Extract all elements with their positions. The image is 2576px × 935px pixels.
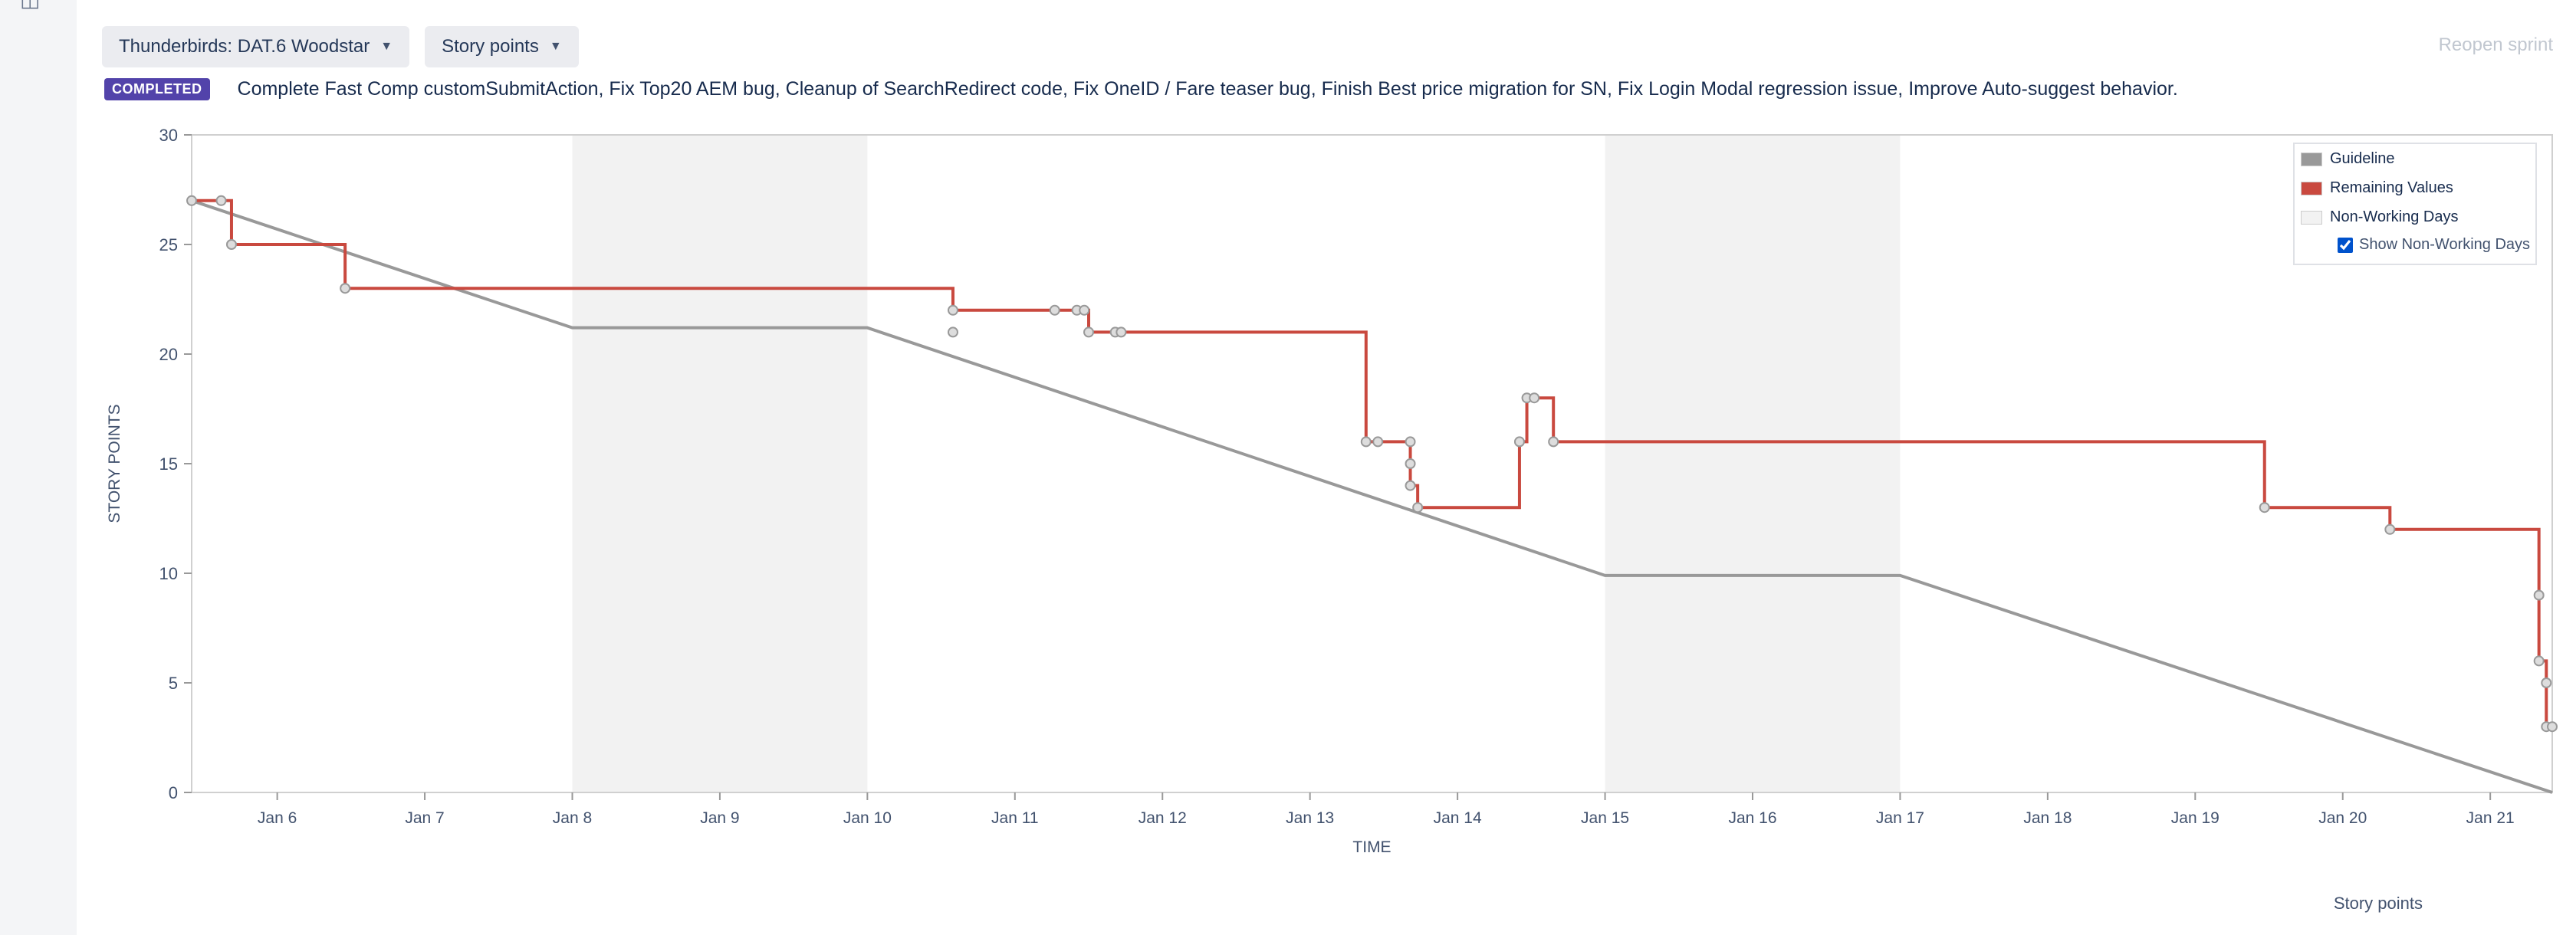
y-tick-label: 30	[159, 126, 178, 145]
data-point[interactable]	[2259, 502, 2270, 513]
data-point[interactable]	[2541, 677, 2552, 688]
x-tick-label: Jan 15	[1581, 809, 1629, 827]
x-tick-label: Jan 11	[991, 809, 1039, 827]
guideline-swatch	[2301, 152, 2322, 166]
plot-area	[191, 134, 2553, 793]
data-point[interactable]	[340, 283, 351, 294]
board-selector[interactable]: Thunderbirds: DAT.6 Woodstar ▼	[102, 26, 410, 67]
non-working-band	[1605, 135, 1901, 792]
x-tick-label: Jan 16	[1728, 809, 1776, 827]
data-point[interactable]	[1079, 304, 1090, 316]
x-tick-label: Jan 12	[1138, 809, 1187, 827]
non-working-swatch	[2301, 210, 2322, 225]
data-point[interactable]	[1083, 326, 1095, 338]
estimation-footer-label: Story points	[2333, 894, 2423, 913]
legend-label: Non-Working Days	[2330, 208, 2459, 225]
chart-legend: Guideline Remaining Values Non-Working D…	[2293, 143, 2537, 265]
y-tick-label: 15	[159, 454, 178, 474]
data-point[interactable]	[1513, 436, 1525, 448]
estimation-selector-label: Story points	[442, 36, 539, 57]
x-tick-label: Jan 20	[2318, 809, 2367, 827]
data-point[interactable]	[1405, 436, 1416, 448]
board-selector-label: Thunderbirds: DAT.6 Woodstar	[119, 36, 370, 57]
chevron-down-icon: ▼	[549, 40, 562, 53]
data-point[interactable]	[2384, 523, 2396, 535]
remaining-series	[192, 198, 2552, 729]
data-point[interactable]	[1548, 436, 1559, 448]
y-tick-label: 0	[169, 783, 178, 802]
data-point[interactable]	[186, 195, 197, 206]
x-tick-label: Jan 18	[2023, 809, 2072, 827]
non-working-band	[572, 135, 868, 792]
data-point[interactable]	[1116, 326, 1127, 338]
report-toolbar: Thunderbirds: DAT.6 Woodstar ▼ Story poi…	[102, 26, 579, 67]
legend-label: Guideline	[2330, 150, 2395, 167]
data-point[interactable]	[947, 304, 958, 316]
board-icon[interactable]: ◫	[20, 0, 40, 11]
data-point[interactable]	[2533, 655, 2545, 667]
x-axis-label: TIME	[1352, 838, 1391, 856]
guideline-series	[191, 198, 2553, 794]
legend-item-guideline: Guideline	[2301, 150, 2395, 168]
x-tick-label: Jan 17	[1876, 809, 1924, 827]
x-tick-label: Jan 13	[1286, 809, 1334, 827]
show-non-working-checkbox[interactable]	[2338, 237, 2353, 253]
data-point[interactable]	[2547, 721, 2558, 733]
data-point[interactable]	[1405, 458, 1416, 469]
legend-item-remaining: Remaining Values	[2301, 179, 2453, 197]
x-tick-label: Jan 19	[2171, 809, 2220, 827]
y-tick-label: 5	[169, 674, 178, 693]
x-tick-label: Jan 10	[843, 809, 892, 827]
x-tick-label: Jan 7	[405, 809, 444, 827]
x-tick-label: Jan 6	[258, 809, 297, 827]
y-tick-label: 10	[159, 564, 178, 583]
legend-item-non-working: Non-Working Days	[2301, 208, 2458, 226]
data-point[interactable]	[2533, 589, 2545, 601]
legend-label: Remaining Values	[2330, 179, 2453, 196]
data-point[interactable]	[1049, 304, 1060, 316]
chevron-down-icon: ▼	[380, 40, 393, 53]
x-tick-label: Jan 8	[553, 809, 592, 827]
x-tick-label: Jan 14	[1434, 809, 1482, 827]
show-non-working-toggle[interactable]: Show Non-Working Days	[2338, 236, 2530, 254]
y-axis-label: STORY POINTS	[106, 404, 123, 523]
sprint-goal: Complete Fast Comp customSubmitAction, F…	[237, 78, 2178, 100]
x-tick-label: Jan 21	[2466, 809, 2515, 827]
y-tick-label: 20	[159, 345, 178, 364]
x-tick-label: Jan 9	[700, 809, 739, 827]
data-point[interactable]	[1412, 502, 1424, 513]
data-point[interactable]	[1405, 480, 1416, 491]
data-point[interactable]	[225, 239, 237, 250]
sprint-goal-row: COMPLETED Complete Fast Comp customSubmi…	[104, 78, 2178, 100]
estimation-selector[interactable]: Story points ▼	[425, 26, 579, 67]
data-point[interactable]	[947, 326, 958, 338]
remaining-swatch	[2301, 181, 2322, 195]
data-point[interactable]	[215, 195, 227, 206]
left-sidebar: ◫	[0, 0, 77, 935]
show-non-working-label: Show Non-Working Days	[2359, 236, 2531, 253]
data-point[interactable]	[1372, 436, 1384, 448]
y-tick-label: 25	[159, 235, 178, 254]
data-point[interactable]	[1529, 392, 1540, 404]
reopen-sprint-button[interactable]: Reopen sprint	[2434, 34, 2558, 57]
status-badge: COMPLETED	[104, 78, 210, 100]
data-point[interactable]	[1360, 436, 1372, 448]
